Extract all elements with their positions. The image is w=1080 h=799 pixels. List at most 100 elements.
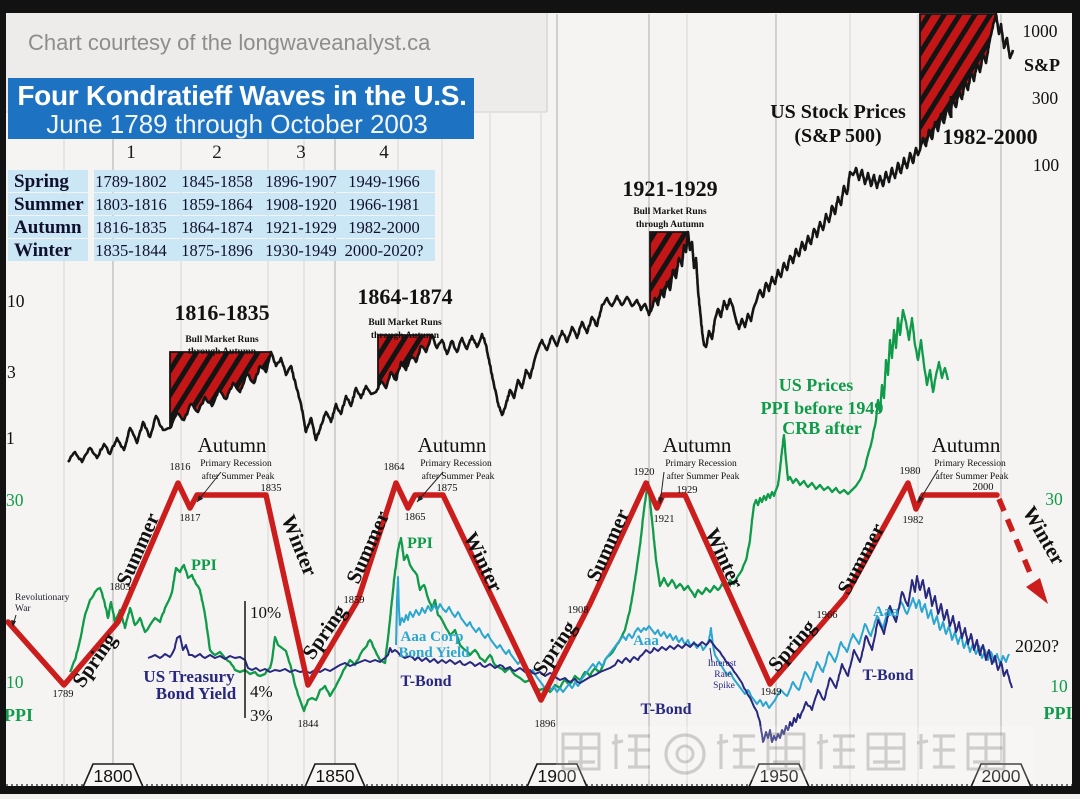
svg-text:1865: 1865 (405, 512, 426, 523)
svg-text:10%: 10% (250, 603, 281, 622)
svg-text:Bull Market Runs: Bull Market Runs (633, 207, 707, 217)
svg-text:after Summer Peak: after Summer Peak (422, 471, 495, 482)
svg-text:1789-1802: 1789-1802 (95, 172, 167, 191)
svg-text:1875: 1875 (437, 483, 458, 494)
svg-text:through Autumn: through Autumn (371, 331, 440, 341)
svg-text:1789: 1789 (53, 689, 74, 700)
svg-text:PPI: PPI (191, 557, 217, 574)
svg-text:1982-2000: 1982-2000 (348, 218, 420, 237)
svg-text:after Summer Peak: after Summer Peak (936, 471, 1009, 482)
svg-text:30: 30 (1045, 489, 1063, 509)
svg-text:Summer: Summer (14, 194, 84, 215)
svg-text:4: 4 (379, 142, 389, 163)
svg-text:3%: 3% (250, 706, 273, 725)
svg-text:2000: 2000 (973, 482, 994, 493)
svg-text:1864-1874: 1864-1874 (357, 284, 452, 309)
svg-text:Interest: Interest (708, 659, 737, 669)
svg-text:2000: 2000 (982, 766, 1021, 786)
svg-text:1949-1966: 1949-1966 (348, 172, 420, 191)
svg-text:Chart courtesy of the longwave: Chart courtesy of the longwaveanalyst.ca (28, 30, 431, 55)
svg-text:1: 1 (126, 142, 136, 163)
svg-text:10: 10 (1050, 676, 1068, 696)
svg-text:1896: 1896 (535, 719, 556, 730)
svg-text:1900: 1900 (538, 766, 577, 786)
svg-text:(S&P 500): (S&P 500) (794, 125, 881, 147)
svg-text:2020?: 2020? (1015, 636, 1059, 656)
svg-text:US Stock Prices: US Stock Prices (770, 101, 906, 123)
svg-text:1875-1896: 1875-1896 (181, 241, 253, 260)
svg-text:through Autumn: through Autumn (636, 220, 705, 230)
svg-text:War: War (15, 604, 31, 614)
svg-text:Spike: Spike (713, 681, 735, 691)
svg-text:1835: 1835 (261, 483, 282, 494)
svg-text:1844: 1844 (298, 719, 320, 730)
svg-text:100: 100 (1033, 155, 1060, 175)
svg-text:PPI: PPI (4, 705, 33, 725)
svg-text:Aaa: Aaa (633, 633, 659, 649)
svg-text:1816-1835: 1816-1835 (95, 218, 167, 237)
svg-text:1921-1929: 1921-1929 (622, 176, 717, 201)
svg-text:T-Bond: T-Bond (863, 667, 914, 684)
svg-text:2000-2020?: 2000-2020? (345, 241, 424, 260)
svg-text:Spring: Spring (14, 171, 69, 192)
svg-text:1850: 1850 (316, 766, 355, 786)
svg-text:PPI: PPI (407, 535, 433, 552)
svg-text:CRB after: CRB after (782, 418, 861, 438)
svg-text:1896-1907: 1896-1907 (265, 172, 337, 191)
svg-text:after Summer Peak: after Summer Peak (667, 471, 740, 482)
svg-text:1859-1864: 1859-1864 (181, 195, 253, 214)
svg-text:1966-1981: 1966-1981 (348, 195, 420, 214)
svg-text:Primary Recession: Primary Recession (200, 459, 272, 469)
svg-text:Aaa: Aaa (873, 604, 899, 620)
svg-text:Bond Yield: Bond Yield (399, 645, 471, 661)
svg-text:1920: 1920 (634, 467, 655, 478)
svg-text:S&P: S&P (1024, 55, 1060, 75)
svg-text:June 1789 through October 2003: June 1789 through October 2003 (46, 109, 428, 139)
svg-text:30: 30 (6, 490, 24, 510)
svg-text:2: 2 (212, 142, 222, 163)
svg-text:Autumn: Autumn (418, 433, 487, 457)
svg-text:1835-1844: 1835-1844 (95, 241, 167, 260)
svg-text:1845-1858: 1845-1858 (181, 172, 253, 191)
svg-text:1816: 1816 (170, 462, 191, 473)
svg-text:1864-1874: 1864-1874 (181, 218, 253, 237)
svg-text:Primary Recession: Primary Recession (934, 459, 1006, 469)
svg-text:Rate: Rate (714, 670, 731, 680)
svg-text:3: 3 (7, 362, 16, 382)
svg-text:300: 300 (1032, 88, 1059, 108)
svg-text:Primary Recession: Primary Recession (420, 459, 492, 469)
svg-text:US Treasury: US Treasury (143, 667, 235, 686)
svg-text:1803: 1803 (110, 582, 131, 593)
svg-text:1980: 1980 (900, 466, 921, 477)
svg-text:1000: 1000 (1023, 21, 1058, 41)
svg-text:Primary Recession: Primary Recession (665, 459, 737, 469)
svg-text:1921-1929: 1921-1929 (265, 218, 337, 237)
svg-text:1930-1949: 1930-1949 (265, 241, 337, 260)
svg-text:1816-1835: 1816-1835 (174, 300, 269, 325)
svg-text:1950: 1950 (760, 766, 799, 786)
svg-text:Autumn: Autumn (198, 433, 267, 457)
svg-text:Autumn: Autumn (932, 433, 1001, 457)
svg-text:1966: 1966 (817, 610, 838, 621)
svg-text:Autumn: Autumn (663, 433, 732, 457)
svg-text:4%: 4% (250, 682, 273, 701)
svg-text:10: 10 (6, 672, 24, 692)
svg-text:1921: 1921 (654, 514, 675, 525)
svg-text:1982-2000: 1982-2000 (942, 124, 1037, 149)
svg-text:Four Kondratieff Waves in the: Four Kondratieff Waves in the U.S. (17, 80, 466, 111)
svg-text:PPI before 1949: PPI before 1949 (761, 398, 884, 418)
svg-text:Winter: Winter (14, 240, 72, 261)
svg-text:1803-1816: 1803-1816 (95, 195, 167, 214)
svg-text:1: 1 (6, 428, 15, 448)
svg-text:1817: 1817 (180, 513, 201, 524)
svg-text:1929: 1929 (677, 485, 698, 496)
svg-text:Revolutionary: Revolutionary (15, 593, 70, 603)
svg-text:10: 10 (7, 291, 25, 311)
svg-text:Autumn: Autumn (14, 217, 82, 238)
svg-text:Bond Yield: Bond Yield (156, 684, 237, 703)
svg-text:1859: 1859 (344, 595, 365, 606)
svg-text:after Summer Peak: after Summer Peak (202, 471, 275, 482)
svg-text:1908-1920: 1908-1920 (265, 195, 337, 214)
svg-text:through Autumn: through Autumn (188, 347, 257, 357)
svg-text:T-Bond: T-Bond (401, 673, 452, 690)
